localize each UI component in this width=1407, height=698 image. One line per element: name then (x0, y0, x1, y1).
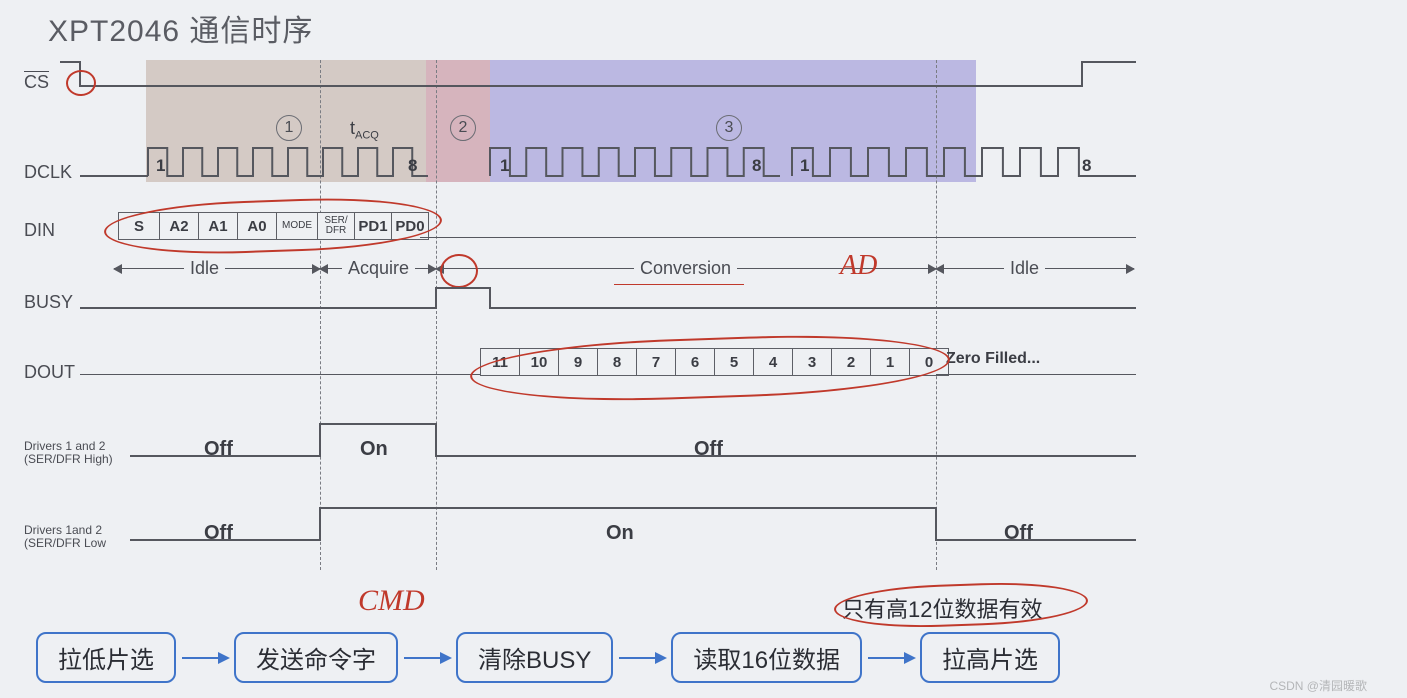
dclk-tick: 8 (752, 156, 761, 176)
phase-circle-2: 2 (450, 115, 476, 141)
busy-waveform (0, 284, 1200, 314)
step-box: 发送命令字 (234, 632, 398, 683)
dclk-tick: 1 (800, 156, 809, 176)
watermark: CSDN @清园暖歌 (1269, 677, 1367, 694)
dclk-waveform (0, 140, 1200, 182)
annot-note (833, 580, 1088, 631)
guide-conv-end (936, 60, 937, 570)
drv-lo-off2: Off (1004, 522, 1033, 545)
dout-flat-r (936, 374, 1136, 375)
annot-dout (469, 330, 951, 407)
label-din: DIN (24, 220, 55, 241)
phase-circle-3: 3 (716, 115, 742, 141)
step-arrow (182, 657, 228, 659)
phase-circle-1: 1 (276, 115, 302, 141)
dclk-tick: 8 (1082, 156, 1091, 176)
guide-acq-end (436, 60, 437, 570)
drv-lo-off1: Off (204, 522, 233, 545)
dclk-tick: 1 (500, 156, 509, 176)
step-arrow (619, 657, 665, 659)
annot-din (103, 194, 443, 258)
drv-hi-off2: Off (694, 438, 723, 461)
step-arrow (868, 657, 914, 659)
step-box: 拉低片选 (36, 632, 176, 683)
hand-ad: AD (840, 250, 877, 282)
tacq-label: tACQ (350, 118, 379, 142)
hand-cmd: CMD (358, 584, 425, 618)
step-box: 拉高片选 (920, 632, 1060, 683)
dout-zero-filled: Zero Filled... (946, 350, 1040, 368)
din-flat (420, 237, 1136, 238)
guide-acq-start (320, 60, 321, 570)
step-box: 清除BUSY (456, 632, 613, 683)
phase-idle1: Idle (184, 258, 225, 279)
step-box: 读取16位数据 (671, 632, 862, 683)
dclk-tick: 8 (408, 156, 417, 176)
dout-flat-l (80, 374, 480, 375)
drv-hi-waveform (0, 418, 1200, 462)
phase-idle2: Idle (1004, 258, 1045, 279)
label-dout: DOUT (24, 362, 75, 383)
dclk-tick: 1 (156, 156, 165, 176)
drv-hi-off1: Off (204, 438, 233, 461)
phase-acquire: Acquire (342, 258, 415, 279)
drv-lo-on: On (606, 522, 634, 545)
step-arrow (404, 657, 450, 659)
drv-hi-on: On (360, 438, 388, 461)
page-title: XPT2046 通信时序 (48, 6, 313, 50)
step-flow: 拉低片选 发送命令字 清除BUSY 读取16位数据 拉高片选 (36, 632, 1060, 683)
phase-row: Idle Acquire Conversion Idle (114, 258, 1134, 286)
phase-conversion: Conversion (634, 258, 737, 279)
cs-waveform (0, 58, 1200, 98)
